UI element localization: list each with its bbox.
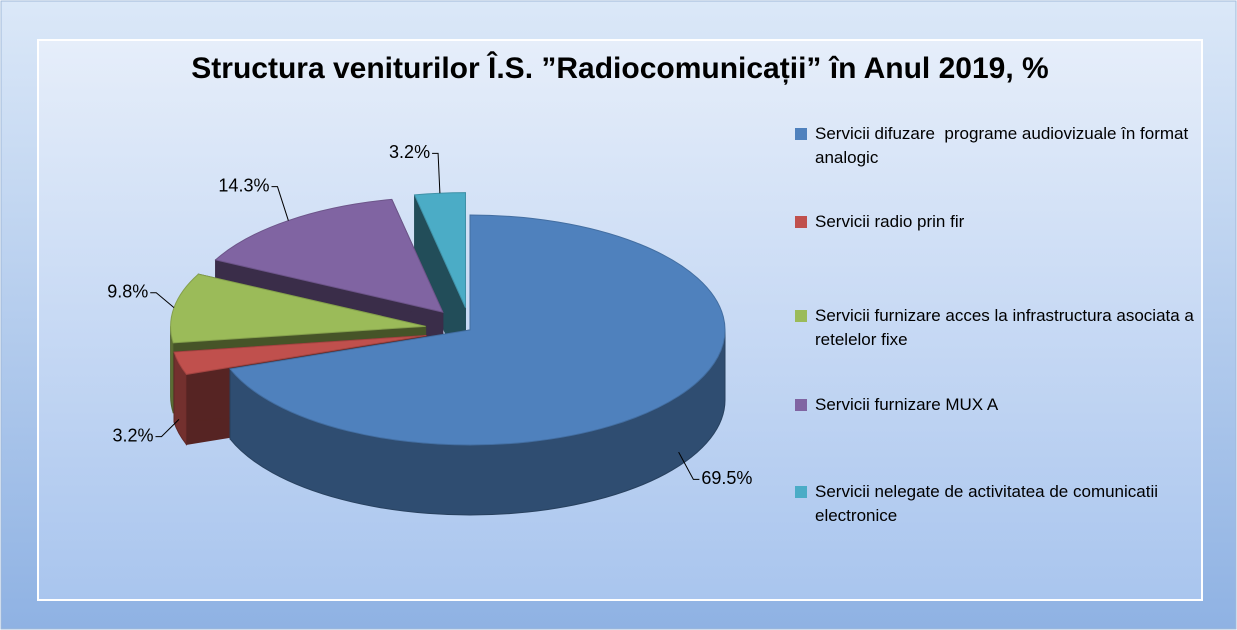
data-label: 3.2% <box>112 425 153 445</box>
legend-item: Servicii difuzare programe audiovizuale … <box>795 122 1215 170</box>
legend-item: Servicii furnizare MUX A <box>795 393 1215 417</box>
legend-label: Servicii furnizare MUX A <box>815 395 999 414</box>
legend-swatch <box>795 128 807 140</box>
pie-slice <box>173 334 427 375</box>
data-label: 14.3% <box>218 175 269 195</box>
legend-label: Servicii difuzare programe audiovizuale … <box>815 124 1193 167</box>
pie-slice <box>413 192 466 308</box>
data-label: 9.8% <box>107 282 148 302</box>
data-label: 69.5% <box>701 468 752 488</box>
legend-item: Servicii furnizare acces la infrastructu… <box>795 304 1215 352</box>
legend-label: Servicii radio prin fir <box>815 212 965 231</box>
data-label: 3.2% <box>389 142 430 162</box>
pie-slice <box>229 214 726 446</box>
legend-item: Servicii radio prin fir <box>795 210 1215 234</box>
leader-line <box>155 419 180 438</box>
leader-line <box>150 292 175 309</box>
chart-title: Structura veniturilor Î.S. ”Radiocomunic… <box>191 51 1048 85</box>
leader-line <box>432 152 441 194</box>
legend-swatch <box>795 486 807 498</box>
legend-swatch <box>795 216 807 228</box>
legend-swatch <box>795 310 807 322</box>
legend-swatch <box>795 399 807 411</box>
legend-label: Servicii nelegate de activitatea de comu… <box>815 482 1163 525</box>
legend-item: Servicii nelegate de activitatea de comu… <box>795 480 1215 528</box>
legend-label: Servicii furnizare acces la infrastructu… <box>815 306 1199 349</box>
leader-line <box>678 451 700 480</box>
leader-line <box>271 186 289 221</box>
